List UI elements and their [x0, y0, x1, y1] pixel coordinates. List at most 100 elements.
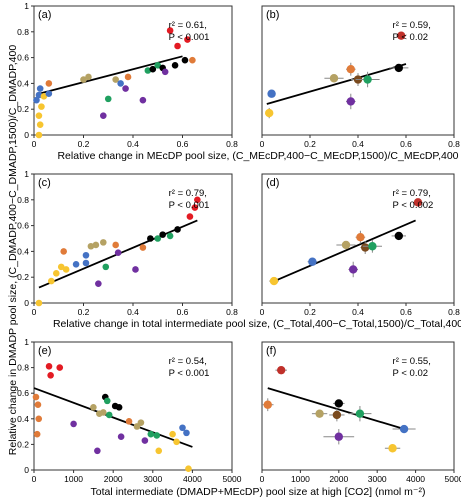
data-point	[144, 67, 152, 74]
data-point	[315, 409, 324, 418]
data-point	[356, 233, 365, 242]
data-point	[355, 409, 365, 418]
data-point	[87, 242, 95, 250]
x-tick-label: 0.4	[352, 139, 364, 149]
data-point	[114, 249, 122, 256]
data-point	[45, 363, 53, 370]
data-point	[166, 27, 174, 34]
data-point	[346, 97, 355, 106]
data-point	[100, 239, 107, 246]
x-tick-label: 0.8	[448, 139, 460, 149]
data-point	[115, 403, 123, 411]
data-point	[185, 465, 192, 473]
x-tick-label: 3000	[368, 474, 387, 484]
plot-frame	[33, 341, 233, 471]
x-tick-label: 0.6	[400, 307, 412, 317]
data-point	[277, 365, 286, 375]
y-tick-label: 1	[24, 169, 29, 179]
data-point	[32, 393, 40, 401]
data-point	[100, 112, 107, 119]
data-point	[179, 424, 186, 432]
data-point	[368, 242, 377, 251]
x-tick-label: 5000	[445, 474, 461, 484]
data-point	[139, 96, 147, 104]
x-tick-label: 0	[32, 474, 37, 484]
data-point	[139, 244, 147, 251]
data-point	[117, 80, 124, 87]
x-tick-label: 4000	[183, 474, 202, 484]
data-point	[173, 438, 180, 446]
data-point	[184, 36, 191, 43]
x-tick-label: 0.4	[127, 139, 139, 149]
data-point	[38, 103, 45, 110]
x-tick-label: 0.6	[400, 139, 412, 149]
y-tick-label: 0	[24, 130, 29, 140]
data-point	[154, 235, 162, 242]
regression-line	[266, 63, 407, 105]
p-value-label: P < 0.001	[169, 200, 210, 211]
data-point	[90, 403, 97, 411]
r-squared-label: r² = 0.55,	[393, 356, 431, 367]
x-tick-label: 0.4	[352, 307, 364, 317]
data-point	[361, 243, 370, 252]
r-squared-label: r² = 0.61,	[169, 20, 207, 31]
x-axis-label-row2: Relative change in total intermediate po…	[53, 318, 461, 330]
data-point	[183, 429, 190, 437]
data-point	[35, 415, 43, 423]
data-point	[346, 65, 355, 74]
panel-label: (c)	[38, 177, 51, 189]
data-point	[33, 430, 41, 438]
data-point	[267, 89, 276, 98]
data-point	[155, 447, 163, 455]
panel-e: 0 1000 2000 3000 4000 5000 0 0.2 0.4 0.6 0.8 1 (e) r²…	[17, 337, 242, 484]
y-tick-label: 0.8	[17, 195, 29, 205]
p-value-label: P < 0.001	[169, 32, 210, 43]
x-tick-label: 3000	[143, 474, 162, 484]
data-point	[397, 31, 406, 40]
data-point	[332, 410, 342, 420]
y-tick-label: 0	[24, 465, 29, 475]
data-point	[394, 63, 403, 73]
data-point	[35, 91, 43, 99]
y-tick-label: 0.8	[17, 27, 29, 37]
r-squared-label: r² = 0.54,	[169, 356, 207, 367]
data-point	[181, 56, 189, 64]
y-tick-label: 0.8	[17, 363, 29, 373]
data-point	[35, 299, 43, 307]
r-squared-label: r² = 0.79,	[169, 188, 207, 199]
data-point	[36, 121, 44, 128]
data-point	[94, 447, 101, 455]
data-point	[308, 257, 317, 266]
data-point	[174, 42, 181, 50]
data-point	[154, 62, 162, 69]
panel-label: (a)	[38, 9, 51, 21]
panel-label: (d)	[266, 177, 279, 189]
data-point	[105, 411, 113, 419]
panel-f: 0 1000 2000 3000 4000 5000 (f) r² = 0.55,P < 0.…	[260, 341, 461, 484]
data-point	[171, 62, 179, 69]
p-value-label: P < 0.002	[393, 200, 434, 211]
data-point	[159, 231, 166, 238]
data-point	[40, 93, 48, 100]
data-point	[92, 241, 100, 249]
x-tick-label: 0	[260, 139, 265, 149]
data-point	[349, 265, 358, 274]
x-tick-label: 0.4	[127, 307, 139, 317]
x-axis-label-row1: Relative change in MEcDP pool size, (C_M…	[57, 150, 458, 162]
panel-label: (f)	[266, 345, 276, 357]
x-tick-label: 0.6	[177, 307, 189, 317]
data-point	[363, 75, 372, 84]
data-point	[394, 231, 403, 241]
data-point	[334, 432, 343, 441]
data-point	[125, 418, 133, 425]
data-point	[85, 73, 92, 81]
data-point	[70, 420, 77, 428]
data-point	[329, 74, 339, 83]
data-point	[153, 432, 161, 439]
x-tick-label: 0.6	[177, 139, 189, 149]
data-point	[399, 424, 409, 434]
data-point	[48, 277, 55, 285]
regression-line	[33, 387, 193, 448]
data-point	[265, 108, 274, 118]
x-tick-label: 0.8	[226, 307, 238, 317]
